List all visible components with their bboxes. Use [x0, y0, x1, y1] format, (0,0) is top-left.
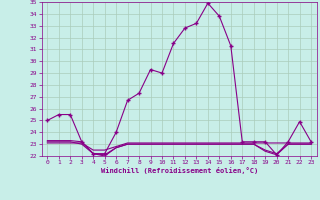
X-axis label: Windchill (Refroidissement éolien,°C): Windchill (Refroidissement éolien,°C): [100, 167, 258, 174]
